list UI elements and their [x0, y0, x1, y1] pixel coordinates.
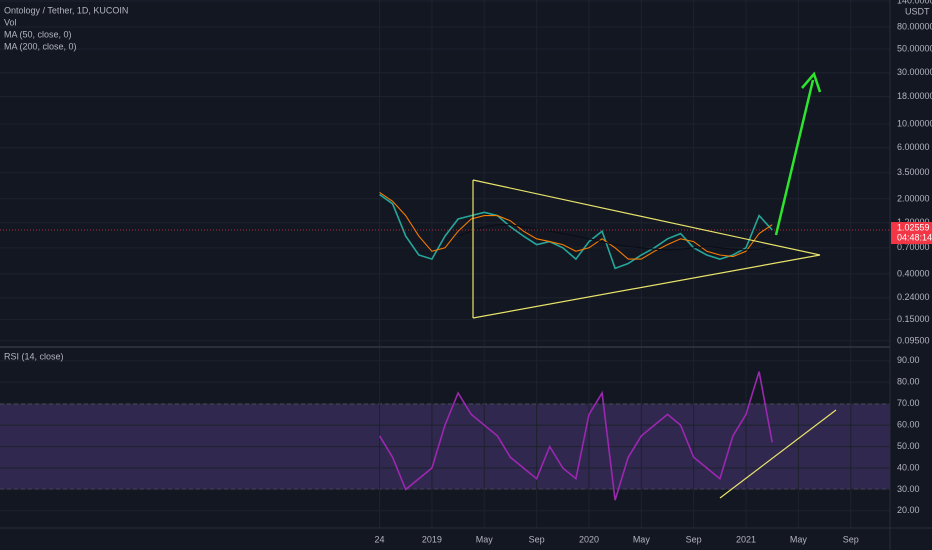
- y-tick-label: 40.00: [897, 462, 920, 472]
- x-tick-label: 2020: [579, 534, 599, 544]
- arrow-head: [801, 71, 822, 93]
- y-tick-label: 0.09500: [897, 335, 930, 345]
- y-tick-label: 60.00: [897, 420, 920, 430]
- y-tick-label: 20.00: [897, 505, 920, 515]
- y-tick-label: 0.40000: [897, 268, 930, 278]
- series-line: [457, 224, 773, 251]
- last-price-box: [891, 222, 932, 245]
- y-tick-label: 90.00: [897, 355, 920, 365]
- y-tick-label: 2.00000: [897, 193, 930, 203]
- rsi-title: RSI (14, close): [4, 351, 64, 361]
- chart-title: Ontology / Tether, 1D, KUCOIN: [4, 5, 128, 15]
- y-tick-label: 3.50000: [897, 167, 930, 177]
- series-line: [379, 191, 773, 260]
- x-tick-label: 24: [375, 534, 385, 544]
- triangle-upper: [472, 179, 821, 256]
- y-tick-label: 50.00: [897, 441, 920, 451]
- x-tick-label: Sep: [529, 534, 545, 544]
- series-line: [379, 193, 773, 270]
- y-tick-label: 18.00000: [897, 91, 932, 101]
- triangle-lower: [472, 254, 821, 319]
- y-tick-label: 30.00000: [897, 67, 932, 77]
- indicator-label: Vol: [4, 17, 17, 27]
- x-tick-label: May: [790, 534, 808, 544]
- grid: [0, 0, 890, 528]
- y-tick-label: 6.00000: [897, 142, 930, 152]
- y-tick-label: 70.00: [897, 398, 920, 408]
- y-tick-label: 0.70000: [897, 242, 930, 252]
- series-line: [378, 371, 773, 501]
- last-price-label: 1.02559: [897, 222, 930, 232]
- countdown-label: 04:48:14: [897, 232, 932, 242]
- x-tick-label: 2021: [736, 534, 756, 544]
- x-tick-label: May: [476, 534, 494, 544]
- rsi-trendline: [719, 409, 837, 499]
- y-tick-label: 50.00000: [897, 43, 932, 53]
- x-tick-label: Sep: [686, 534, 702, 544]
- y-tick-label: 80.00: [897, 377, 920, 387]
- drawings: [472, 71, 837, 499]
- legend-entry: MA (50, close, 0): [4, 29, 72, 39]
- legend-entry: MA (200, close, 0): [4, 41, 77, 51]
- axis-unit: USDT: [905, 6, 930, 16]
- x-tick-label: Sep: [843, 534, 859, 544]
- arrow-shaft: [774, 79, 815, 236]
- y-tick-label: 0.15000: [897, 314, 930, 324]
- marks: [0, 191, 890, 501]
- x-tick-label: 2019: [422, 534, 442, 544]
- y-tick-label: 30.00: [897, 484, 920, 494]
- y-tick-label: 80.00000: [897, 21, 932, 31]
- y-tick-label: 10.00000: [897, 118, 932, 128]
- y-tick-label: 0.24000: [897, 292, 930, 302]
- y-tick-label: 140.00000: [897, 0, 932, 5]
- x-tick-label: May: [633, 534, 651, 544]
